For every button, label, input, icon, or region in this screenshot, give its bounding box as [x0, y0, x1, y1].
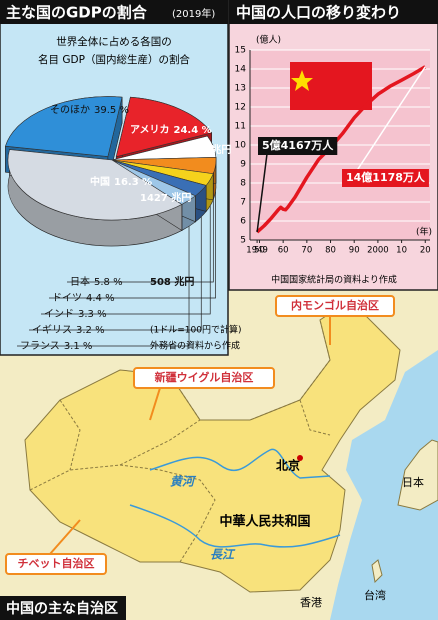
category-label: 日本: [70, 275, 90, 288]
y-tick-label: 7: [240, 198, 246, 208]
y-tick-label: 10: [235, 141, 247, 151]
x-tick-label: 20: [420, 246, 431, 256]
x-tick-label: 10: [396, 246, 407, 256]
leader-line: [49, 191, 216, 299]
value-label: 24.4 %: [174, 125, 212, 136]
annotation-box: [342, 169, 429, 187]
title-note: (2019年): [172, 7, 215, 20]
y-tick-label: 8: [240, 179, 246, 189]
flag-star: [291, 70, 313, 91]
slice: [7, 149, 183, 221]
beijing-dot: [297, 455, 303, 461]
title-band: [0, 0, 228, 24]
river-huanghe: [149, 448, 331, 479]
x-axis-label: (年): [416, 226, 432, 238]
amount-label: 2143 兆円: [180, 143, 231, 156]
y-axis-label: (億人): [256, 34, 281, 46]
region-label: 内モンゴル自治区: [291, 298, 379, 312]
leader-line: [67, 172, 214, 283]
line-series: [255, 65, 427, 234]
annotation-leader: [351, 66, 426, 179]
leader: [149, 387, 161, 421]
value-label: 5億4167万人: [262, 138, 334, 152]
category-label: そのほか: [50, 104, 90, 116]
value-label: 14億1178万人: [346, 170, 426, 184]
value-label: 3.1 %: [64, 341, 93, 352]
category-label: 中国: [90, 175, 110, 188]
amount-label: 1427 兆円: [140, 191, 191, 204]
sea: [330, 350, 438, 620]
label-box: [5, 553, 107, 575]
x-tick-label: 50: [254, 246, 265, 256]
chart-title: 主な国のGDPの割合: [6, 4, 148, 22]
y-tick-label: 15: [235, 46, 246, 56]
y-tick-label: 11: [235, 122, 246, 132]
place-label: 香港: [300, 596, 322, 609]
value-label: 39.5 %: [94, 105, 129, 116]
x-tick-label: 2000: [367, 246, 389, 256]
capital-label: 北京: [276, 458, 300, 473]
slice: [115, 96, 213, 158]
taiwan: [371, 559, 383, 584]
value-label: 3.3 %: [78, 309, 107, 320]
annotation-leader: [256, 145, 269, 233]
subtitle: 世界全体に占める各国の: [56, 35, 172, 48]
y-tick-label: 13: [235, 84, 246, 94]
region-label: チベット自治区: [18, 556, 95, 570]
region-border: [169, 319, 331, 436]
slice: [5, 96, 123, 157]
title-band: [0, 596, 126, 620]
label-box: [275, 295, 395, 317]
value-label: 16.3 %: [114, 177, 152, 188]
place-label: 台湾: [364, 588, 386, 602]
category-label: ドイツ: [52, 293, 82, 304]
subtitle: 名目 GDP（国内総生産）の割合: [38, 53, 190, 66]
label-box: [133, 367, 275, 389]
river-label: 黄河: [170, 475, 197, 489]
leader-line: [41, 205, 211, 315]
x-tick-label: 80: [325, 246, 336, 256]
category-label: インド: [44, 309, 74, 320]
category-label: アメリカ: [130, 124, 170, 136]
y-tick-label: 9: [240, 160, 246, 170]
country-label: 中華人民共和国: [219, 514, 310, 530]
amount-label: 508 兆円: [150, 275, 194, 288]
region-border: [59, 399, 201, 471]
river-changjiang: [129, 504, 341, 548]
title-band: [229, 0, 438, 24]
region-border: [29, 464, 216, 563]
y-tick-label: 12: [235, 103, 246, 113]
leader-line: [17, 226, 190, 347]
note: (1ドル=100円で計算): [150, 324, 241, 336]
map-title: 中国の主な自治区: [6, 600, 118, 617]
y-tick-label: 5: [240, 236, 246, 246]
x-tick-label: 90: [349, 246, 360, 256]
value-label: 3.2 %: [76, 325, 105, 336]
value-label: 5.8 %: [94, 277, 123, 288]
china: [24, 299, 401, 593]
y-tick-label: 14: [235, 65, 247, 75]
chart-title: 中国の人口の移り変わり: [236, 4, 401, 22]
x-tick-label: 70: [301, 246, 312, 256]
leader: [49, 519, 81, 555]
source: 中国国家統計局の資料より作成: [271, 274, 397, 286]
value-label: 4.4 %: [86, 293, 115, 304]
region-label: 新疆ウイグル自治区: [155, 370, 254, 384]
leader-line: [29, 216, 202, 331]
source: 外務省の資料から作成: [150, 340, 240, 352]
annotation-box: [258, 137, 338, 155]
y-tick-label: 6: [240, 217, 246, 227]
x-tick-label: 1949: [246, 246, 268, 256]
place-label: 日本: [402, 475, 424, 489]
japan: [397, 439, 438, 511]
x-tick-label: 60: [278, 246, 289, 256]
river-label: 長江: [210, 548, 236, 562]
